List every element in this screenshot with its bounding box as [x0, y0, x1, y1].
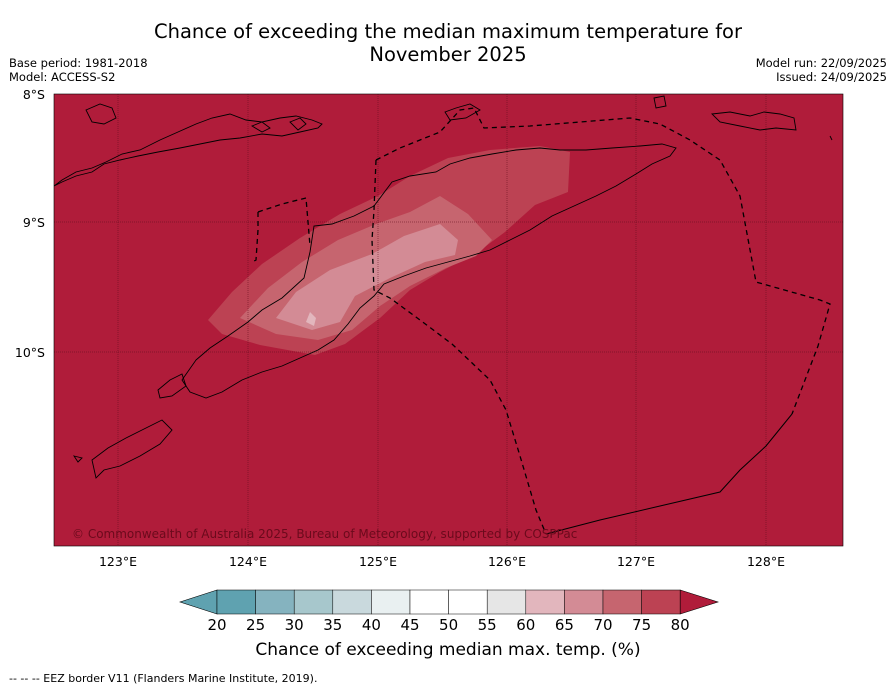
issued-date: Issued: 24/09/2025 — [776, 70, 887, 84]
lat-label-10s: 10°S — [15, 345, 45, 360]
colorbar-tick-label: 40 — [362, 616, 381, 634]
model-run-date: Model run: 22/09/2025 — [755, 56, 887, 70]
eez-source-note: -- -- -- EEZ border V11 (Flanders Marine… — [9, 672, 318, 685]
colorbar-segment — [564, 589, 604, 615]
colorbar-high-arrow — [679, 589, 719, 615]
colorbar-segment — [332, 589, 372, 615]
colorbar-segment — [293, 589, 334, 615]
lat-label-8s: 8°S — [23, 87, 45, 102]
colorbar-tick-label: 30 — [285, 616, 304, 634]
eez-border-solid — [545, 413, 793, 535]
colorbar-tick-label: 35 — [323, 616, 342, 634]
colorbar-segment — [486, 589, 527, 615]
meta-left: Base period: 1981-2018 Model: ACCESS-S2 — [9, 56, 148, 84]
model-name: Model: ACCESS-S2 — [9, 70, 116, 84]
colorbar-segment — [216, 589, 256, 615]
colorbar-tick-label: 80 — [671, 616, 690, 634]
colorbar-tick-label: 45 — [400, 616, 419, 634]
lon-label-123e: 123°E — [99, 554, 137, 569]
meta-right: Model run: 22/09/2025 Issued: 24/09/2025 — [756, 56, 887, 84]
lon-label-127e: 127°E — [617, 554, 655, 569]
base-period: Base period: 1981-2018 — [9, 56, 148, 70]
map-title: Chance of exceeding the median maximum t… — [0, 20, 896, 66]
colorbar-segment — [255, 589, 295, 615]
colorbar-segment — [602, 589, 642, 615]
lon-label-125e: 125°E — [359, 554, 397, 569]
colorbar-tick-label: 55 — [478, 616, 497, 634]
colorbar-low-arrow — [179, 589, 218, 615]
colorbar-tick-label: 20 — [207, 616, 226, 634]
contour-band-65 — [276, 224, 458, 330]
colorbar-tick-label: 65 — [555, 616, 574, 634]
colorbar-segment — [409, 589, 449, 615]
colorbar-segment — [641, 589, 681, 615]
title-line-1: Chance of exceeding the median maximum t… — [153, 20, 743, 43]
map-panel: © Commonwealth of Australia 2025, Bureau… — [54, 94, 843, 546]
colorbar-tick-label: 60 — [516, 616, 535, 634]
colorbar-segment — [448, 589, 488, 615]
contour-band-60 — [306, 312, 316, 326]
map-frame — [53, 93, 844, 547]
colorbar-label: Chance of exceeding median max. temp. (%… — [255, 640, 641, 660]
graticule — [54, 94, 843, 546]
lat-label-9s: 9°S — [23, 215, 45, 230]
lon-label-124e: 124°E — [229, 554, 267, 569]
colorbar-tick-label: 25 — [246, 616, 265, 634]
lon-label-128e: 128°E — [747, 554, 785, 569]
copyright-notice: © Commonwealth of Australia 2025, Bureau… — [72, 527, 577, 541]
colorbar-tick-label: 75 — [632, 616, 651, 634]
title-line-2: November 2025 — [369, 43, 527, 66]
lon-label-126e: 126°E — [488, 554, 526, 569]
colorbar-tick-label: 70 — [593, 616, 612, 634]
colorbar-segment — [525, 589, 565, 615]
colorbar-tick-label: 50 — [439, 616, 458, 634]
colorbar-segment — [371, 589, 411, 615]
colorbar: 20 25 30 35 40 45 50 55 60 65 70 75 80 — [179, 589, 719, 634]
eez-border — [251, 107, 831, 535]
coastlines — [54, 95, 833, 479]
